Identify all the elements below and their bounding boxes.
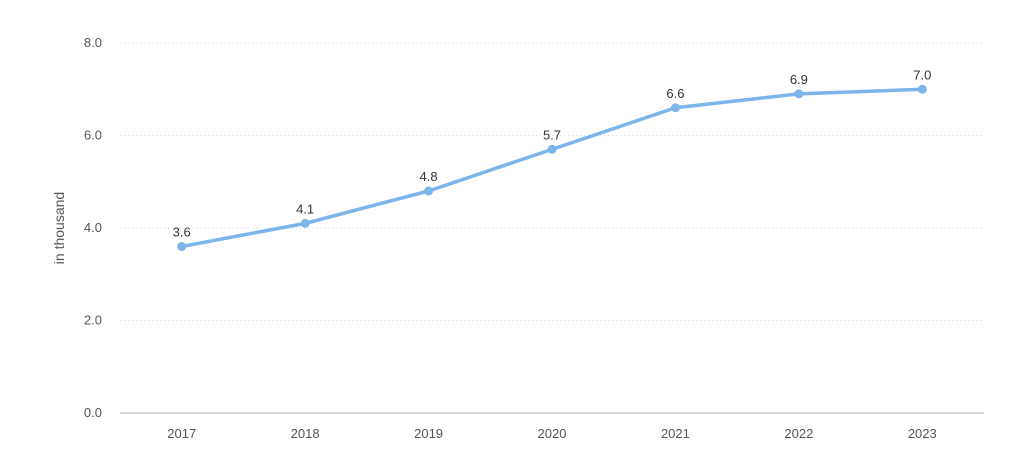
x-tick-label: 2020 xyxy=(538,426,567,441)
data-label: 6.9 xyxy=(790,72,808,87)
y-axis: 0.0 2.0 4.0 6.0 8.0 xyxy=(84,35,102,420)
data-label: 7.0 xyxy=(913,67,931,82)
data-point[interactable] xyxy=(670,103,680,113)
data-label: 5.7 xyxy=(543,127,561,142)
data-point[interactable] xyxy=(794,89,804,99)
y-tick-label: 8.0 xyxy=(84,35,102,50)
series-line xyxy=(179,87,925,249)
y-tick-label: 4.0 xyxy=(84,220,102,235)
grid-lines xyxy=(120,42,984,414)
data-point[interactable] xyxy=(917,84,927,94)
data-point[interactable] xyxy=(547,144,557,154)
x-tick-label: 2017 xyxy=(167,426,196,441)
y-tick-label: 0.0 xyxy=(84,405,102,420)
x-tick-label: 2021 xyxy=(661,426,690,441)
x-tick-label: 2022 xyxy=(784,426,813,441)
y-tick-label: 6.0 xyxy=(84,128,102,143)
x-axis: 2017 2018 2019 2020 2021 2022 2023 xyxy=(167,426,936,441)
data-point[interactable] xyxy=(424,186,434,196)
data-label: 4.1 xyxy=(296,201,314,216)
x-tick-label: 2019 xyxy=(414,426,443,441)
y-axis-title: in thousand xyxy=(51,192,67,264)
data-point[interactable] xyxy=(300,218,310,228)
x-tick-label: 2018 xyxy=(291,426,320,441)
x-tick-label: 2023 xyxy=(908,426,937,441)
data-label: 6.6 xyxy=(666,86,684,101)
data-label: 4.8 xyxy=(420,169,438,184)
series-layer: 3.6 4.1 4.8 5.7 6.6 6.9 7.0 xyxy=(173,67,931,251)
y-tick-label: 2.0 xyxy=(84,313,102,328)
data-point[interactable] xyxy=(177,242,187,251)
data-label: 3.6 xyxy=(173,225,191,240)
